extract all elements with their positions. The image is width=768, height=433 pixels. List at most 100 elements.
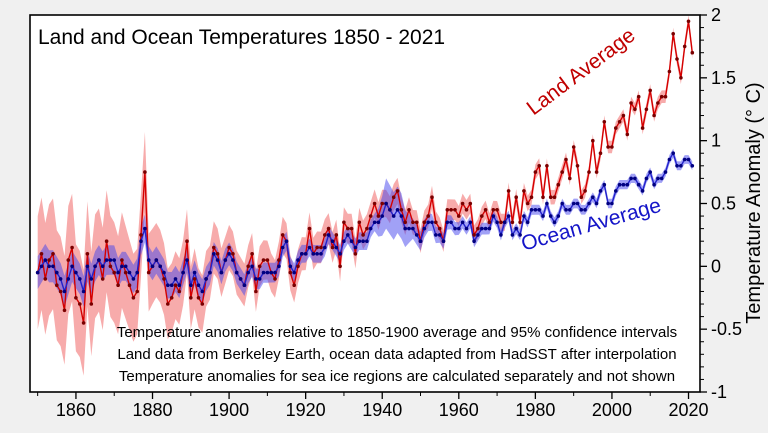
land-data-point (675, 57, 679, 61)
ocean-data-point (545, 201, 549, 206)
land-data-point (487, 220, 492, 225)
ocean-data-point (560, 201, 564, 206)
ocean-data-point (663, 170, 668, 174)
ocean-data-point (143, 226, 147, 231)
land-data-point (667, 69, 672, 74)
land-data-point (411, 220, 415, 225)
ocean-data-point (610, 201, 614, 206)
land-data-point (280, 233, 285, 237)
y-tick-label: -0.5 (711, 319, 742, 339)
land-line (37, 20, 693, 324)
ocean-data-point (682, 157, 687, 162)
land-data-point (445, 208, 450, 212)
land-data-point (644, 107, 649, 112)
ocean-data-point (250, 264, 254, 269)
land-data-point (659, 94, 664, 99)
land-data-point (671, 32, 675, 36)
y-axis-title: Temperature Anomaly (° C) (743, 82, 765, 323)
ocean-data-point (146, 258, 151, 262)
land-data-point (483, 208, 488, 212)
ocean-data-point (399, 214, 404, 218)
ocean-data-point (234, 270, 239, 275)
ocean-data-point (200, 289, 205, 294)
land-data-point (89, 302, 94, 306)
land-data-point (449, 208, 453, 212)
footnote-line-3: Temperature anomalies for sea ice region… (119, 368, 675, 385)
ocean-data-point (277, 264, 281, 269)
ocean-data-point (169, 283, 174, 288)
land-data-point (330, 245, 335, 250)
ocean-data-point (100, 264, 105, 269)
ocean-data-point (280, 245, 285, 250)
land-data-point (506, 189, 511, 193)
ocean-data-point (510, 233, 515, 237)
x-tick-label: 1900 (209, 400, 249, 420)
ocean-data-point (78, 277, 82, 281)
ocean-data-point (120, 264, 124, 269)
land-data-point (43, 277, 48, 281)
land-data-point (372, 201, 377, 206)
land-data-point (288, 270, 293, 275)
land-data-point (529, 195, 534, 199)
ocean-data-point (311, 252, 316, 256)
ocean-data-point (323, 245, 327, 250)
land-data-point (617, 120, 622, 124)
ocean-data-point (127, 270, 132, 275)
ocean-data-point (675, 164, 679, 168)
ocean-data-point (35, 270, 40, 275)
land-data-point (434, 220, 438, 225)
ocean-data-point (215, 258, 220, 262)
ocean-data-point (606, 201, 610, 206)
land-data-point (39, 252, 44, 256)
land-data-point (47, 258, 51, 262)
plot-border (29, 14, 701, 393)
land-data-point (212, 245, 216, 250)
y-tick-label: 1.5 (711, 68, 736, 88)
land-data-point (629, 101, 633, 105)
ocean-data-point (533, 208, 538, 212)
land-data-point (334, 233, 339, 237)
ocean-data-point (158, 264, 162, 269)
land-data-point (169, 296, 174, 300)
x-tick-label: 1920 (286, 400, 326, 420)
land-data-point (633, 107, 637, 112)
ocean-data-point (464, 226, 469, 231)
ocean-data-point (372, 220, 377, 225)
land-data-point (215, 252, 220, 256)
ocean-data-point (162, 270, 166, 275)
ocean-data-point (376, 220, 381, 225)
ocean-data-point (571, 201, 576, 206)
land-data-point (108, 264, 113, 269)
ocean-data-point (587, 201, 591, 206)
land-data-point (518, 220, 522, 225)
land-data-point (353, 252, 358, 256)
ocean-data-point (227, 252, 231, 256)
land-data-point (173, 283, 178, 288)
ocean-data-point (491, 214, 496, 218)
ocean-data-point (43, 258, 48, 262)
land-data-point (342, 220, 346, 225)
y-tick-label: -1 (711, 382, 727, 402)
land-data-point (250, 252, 254, 256)
x-tick-label: 1940 (362, 400, 402, 420)
ocean-data-point (380, 214, 385, 218)
ocean-data-point (441, 239, 446, 243)
ocean-data-point (66, 277, 71, 281)
ocean-data-point (518, 233, 522, 237)
series-lines (37, 20, 693, 324)
land-data-point (480, 214, 484, 218)
land-data-point (66, 258, 71, 262)
ocean-data-point (85, 264, 90, 269)
land-data-point (476, 226, 480, 231)
ocean-data-point (261, 270, 266, 275)
ocean-line (37, 152, 693, 293)
ocean-data-point (388, 208, 392, 212)
land-data-point (594, 170, 599, 174)
ocean-data-point (223, 258, 228, 262)
ocean-data-point (265, 270, 270, 275)
footnote-line-2: Land data from Berkeley Earth, ocean dat… (117, 346, 676, 363)
land-data-point (587, 170, 591, 174)
ocean-data-point (58, 277, 63, 281)
ocean-data-point (338, 252, 342, 256)
